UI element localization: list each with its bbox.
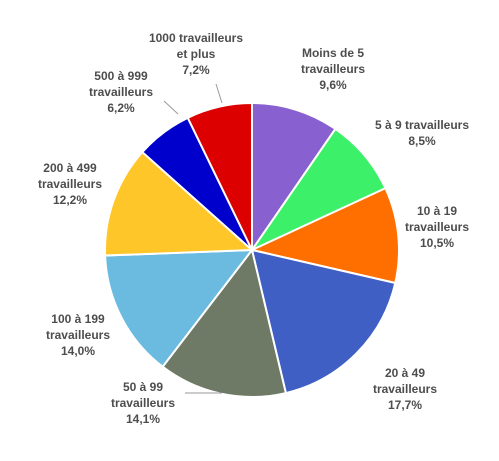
slice-label-line: 7,2% — [182, 63, 210, 77]
slice-label-8: 1000 travailleurs et plus 7,2% — [149, 31, 243, 77]
slice-label-line: et plus — [177, 47, 216, 61]
slice-labels: Moins de 5 travailleurs 9,6% 5 à 9 travaill… — [38, 31, 469, 426]
slice-label-1: 5 à 9 travailleurs 8,5% — [375, 118, 469, 148]
slice-label-5: 100 à 199 travailleurs 14,0% — [46, 312, 110, 358]
slice-label-line: travailleurs — [46, 328, 110, 342]
slice-label-line: 17,7% — [388, 398, 422, 412]
slice-label-6: 200 à 499 travailleurs 12,2% — [38, 161, 102, 207]
slice-label-line: Moins de 5 — [302, 46, 364, 60]
slice-label-4: 50 à 99 travailleurs 14,1% — [111, 380, 175, 426]
slice-label-line: 10 à 19 — [417, 204, 457, 218]
slice-label-line: 14,0% — [61, 344, 95, 358]
slice-label-line: travailleurs — [111, 396, 175, 410]
slice-label-line: 50 à 99 — [123, 380, 163, 394]
slice-label-2: 10 à 19 travailleurs 10,5% — [405, 204, 469, 250]
slice-label-line: 9,6% — [319, 78, 347, 92]
pie-slices — [104, 101, 400, 398]
slice-label-line: 14,1% — [126, 412, 160, 426]
slice-label-7: 500 à 999 travailleurs 6,2% — [89, 69, 153, 115]
slice-label-line: travailleurs — [301, 62, 365, 76]
slice-label-line: 20 à 49 — [385, 366, 425, 380]
slice-label-line: 100 à 199 — [51, 312, 105, 326]
pie-slice-8 — [186, 101, 253, 251]
leader-line-8 — [215, 83, 223, 104]
slice-label-line: 12,2% — [53, 193, 87, 207]
slice-label-line: travailleurs — [38, 177, 102, 191]
slice-label-line: travailleurs — [373, 382, 437, 396]
slice-label-line: 6,2% — [107, 101, 135, 115]
leader-lines — [163, 83, 223, 394]
pie-slice-0 — [251, 101, 337, 254]
slice-label-line: 500 à 999 — [94, 69, 148, 83]
slice-label-line: 8,5% — [408, 134, 436, 148]
slice-label-line: travailleurs — [405, 220, 469, 234]
slice-label-line: 5 à 9 travailleurs — [375, 118, 469, 132]
pie-slice-6 — [104, 150, 255, 257]
slice-label-0: Moins de 5 travailleurs 9,6% — [301, 46, 365, 92]
pie-slice-4 — [161, 247, 288, 398]
pie-slice-2 — [248, 186, 400, 285]
slice-label-3: 20 à 49 travailleurs 17,7% — [373, 366, 437, 412]
leader-line-7 — [163, 100, 179, 115]
pie-slice-5 — [104, 248, 255, 369]
slice-label-line: 10,5% — [420, 236, 454, 250]
pie-slice-3 — [250, 248, 397, 395]
slice-label-line: 200 à 499 — [43, 161, 97, 175]
slice-label-line: 1000 travailleurs — [149, 31, 243, 45]
slice-label-line: travailleurs — [89, 85, 153, 99]
